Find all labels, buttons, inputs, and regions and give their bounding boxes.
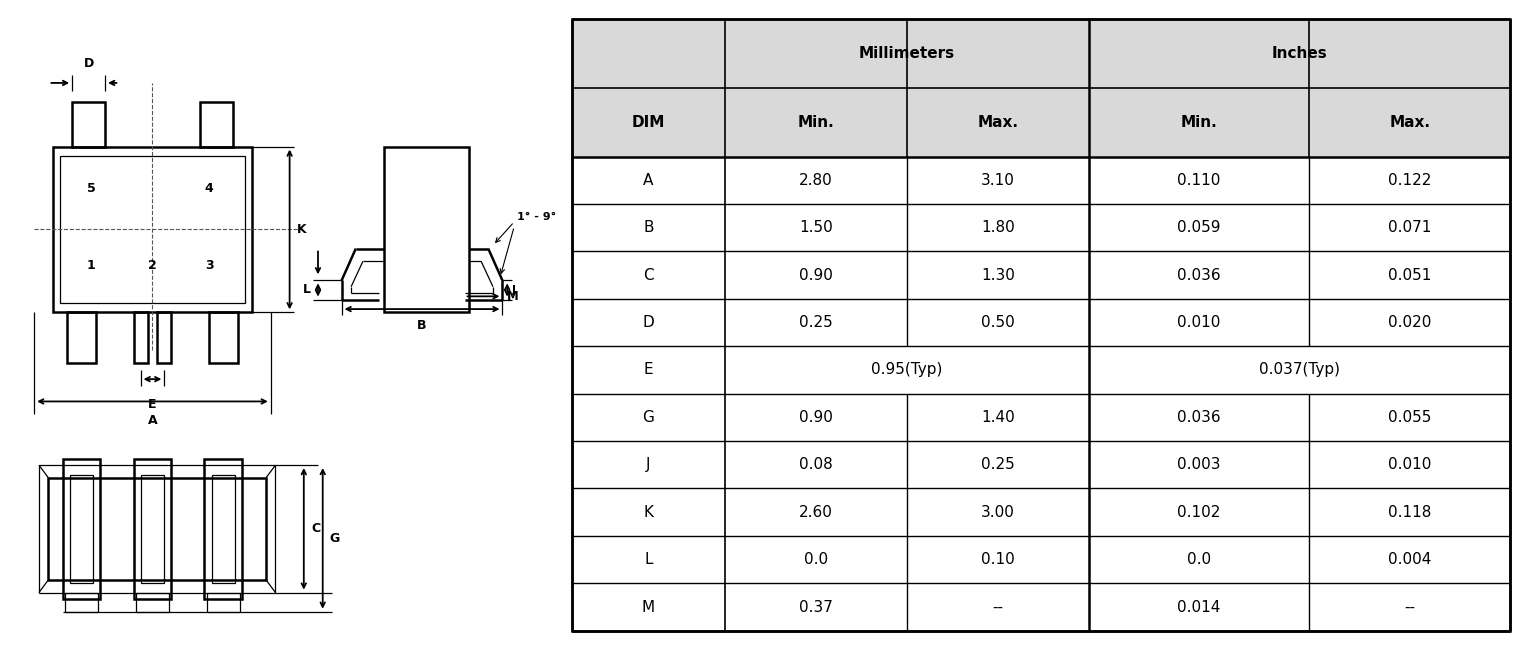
Bar [67, 312, 95, 363]
Bar [571, 88, 1511, 157]
Text: D: D [84, 57, 93, 70]
Text: 0.010: 0.010 [1388, 458, 1431, 473]
Text: 3.10: 3.10 [980, 173, 1014, 188]
Bar [211, 474, 236, 583]
Text: 0.118: 0.118 [1388, 504, 1431, 520]
Text: 0.059: 0.059 [1177, 220, 1221, 235]
Text: 0.90: 0.90 [800, 268, 833, 283]
Text: Inches: Inches [1272, 46, 1327, 61]
Bar [141, 474, 164, 583]
Text: K: K [297, 223, 306, 236]
Text: 0.10: 0.10 [980, 552, 1014, 567]
Text: K: K [643, 504, 654, 520]
Text: 0.102: 0.102 [1177, 504, 1221, 520]
Text: E: E [643, 363, 653, 378]
Bar [158, 312, 172, 363]
Text: A: A [643, 173, 654, 188]
Text: D: D [642, 315, 654, 330]
Bar [207, 593, 241, 612]
Bar [54, 147, 251, 312]
Text: M: M [642, 599, 656, 614]
Text: 1: 1 [87, 259, 95, 272]
Text: 0.08: 0.08 [800, 458, 833, 473]
Text: 1.80: 1.80 [980, 220, 1014, 235]
Bar [64, 593, 98, 612]
Bar [69, 474, 93, 583]
Text: C: C [643, 268, 654, 283]
Text: 0.90: 0.90 [800, 410, 833, 425]
Text: 0.25: 0.25 [800, 315, 833, 330]
Text: 3.00: 3.00 [980, 504, 1014, 520]
Text: 1° - 9°: 1° - 9° [516, 212, 556, 222]
Text: 0.020: 0.020 [1388, 315, 1431, 330]
Text: Min.: Min. [1181, 114, 1218, 130]
Text: 1.30: 1.30 [980, 268, 1014, 283]
Text: 0.036: 0.036 [1177, 268, 1221, 283]
Text: Millimeters: Millimeters [859, 46, 954, 61]
Text: 5: 5 [87, 181, 95, 194]
Bar [385, 147, 469, 312]
Bar [133, 459, 172, 599]
Text: --: -- [993, 599, 1003, 614]
Text: 1.50: 1.50 [800, 220, 833, 235]
Text: 0.50: 0.50 [980, 315, 1014, 330]
Text: B: B [417, 318, 427, 332]
Text: Max.: Max. [1390, 114, 1431, 130]
Text: 0.010: 0.010 [1177, 315, 1221, 330]
Bar [136, 593, 169, 612]
Text: --: -- [1405, 599, 1416, 614]
Text: 0.25: 0.25 [980, 458, 1014, 473]
Text: 1.40: 1.40 [980, 410, 1014, 425]
Text: L: L [643, 552, 653, 567]
Text: 2.80: 2.80 [800, 173, 833, 188]
Text: B: B [643, 220, 654, 235]
Text: DIM: DIM [631, 114, 665, 130]
Text: 2: 2 [149, 259, 156, 272]
Bar [49, 478, 267, 580]
Text: J: J [647, 458, 651, 473]
Bar [63, 459, 101, 599]
Bar [199, 102, 233, 147]
Text: 0.055: 0.055 [1388, 410, 1431, 425]
Text: 0.0: 0.0 [1187, 552, 1210, 567]
Text: E: E [149, 398, 156, 411]
Bar [204, 459, 242, 599]
Text: 3: 3 [205, 259, 213, 272]
Text: 0.122: 0.122 [1388, 173, 1431, 188]
Text: 0.37: 0.37 [800, 599, 833, 614]
Text: G: G [329, 532, 340, 545]
Bar [60, 156, 245, 303]
Text: 0.037(Typ): 0.037(Typ) [1259, 363, 1340, 378]
Bar [133, 312, 147, 363]
Text: 0.95(Typ): 0.95(Typ) [872, 363, 942, 378]
Text: 0.110: 0.110 [1177, 173, 1221, 188]
Text: G: G [642, 410, 654, 425]
Text: J: J [512, 285, 516, 295]
Text: A: A [147, 414, 158, 427]
Text: 0.0: 0.0 [804, 552, 827, 567]
Text: 0.004: 0.004 [1388, 552, 1431, 567]
Text: 0.036: 0.036 [1177, 410, 1221, 425]
Text: Min.: Min. [798, 114, 835, 130]
Bar [210, 312, 237, 363]
Text: M: M [507, 290, 519, 303]
Text: C: C [311, 523, 320, 536]
Bar [72, 102, 106, 147]
Text: 0.071: 0.071 [1388, 220, 1431, 235]
Text: 0.014: 0.014 [1177, 599, 1221, 614]
Text: 0.003: 0.003 [1177, 458, 1221, 473]
Bar [571, 20, 1511, 88]
Text: 0.051: 0.051 [1388, 268, 1431, 283]
Text: 4: 4 [205, 181, 213, 194]
Text: 2.60: 2.60 [800, 504, 833, 520]
Text: Max.: Max. [977, 114, 1019, 130]
Text: L: L [303, 283, 311, 296]
